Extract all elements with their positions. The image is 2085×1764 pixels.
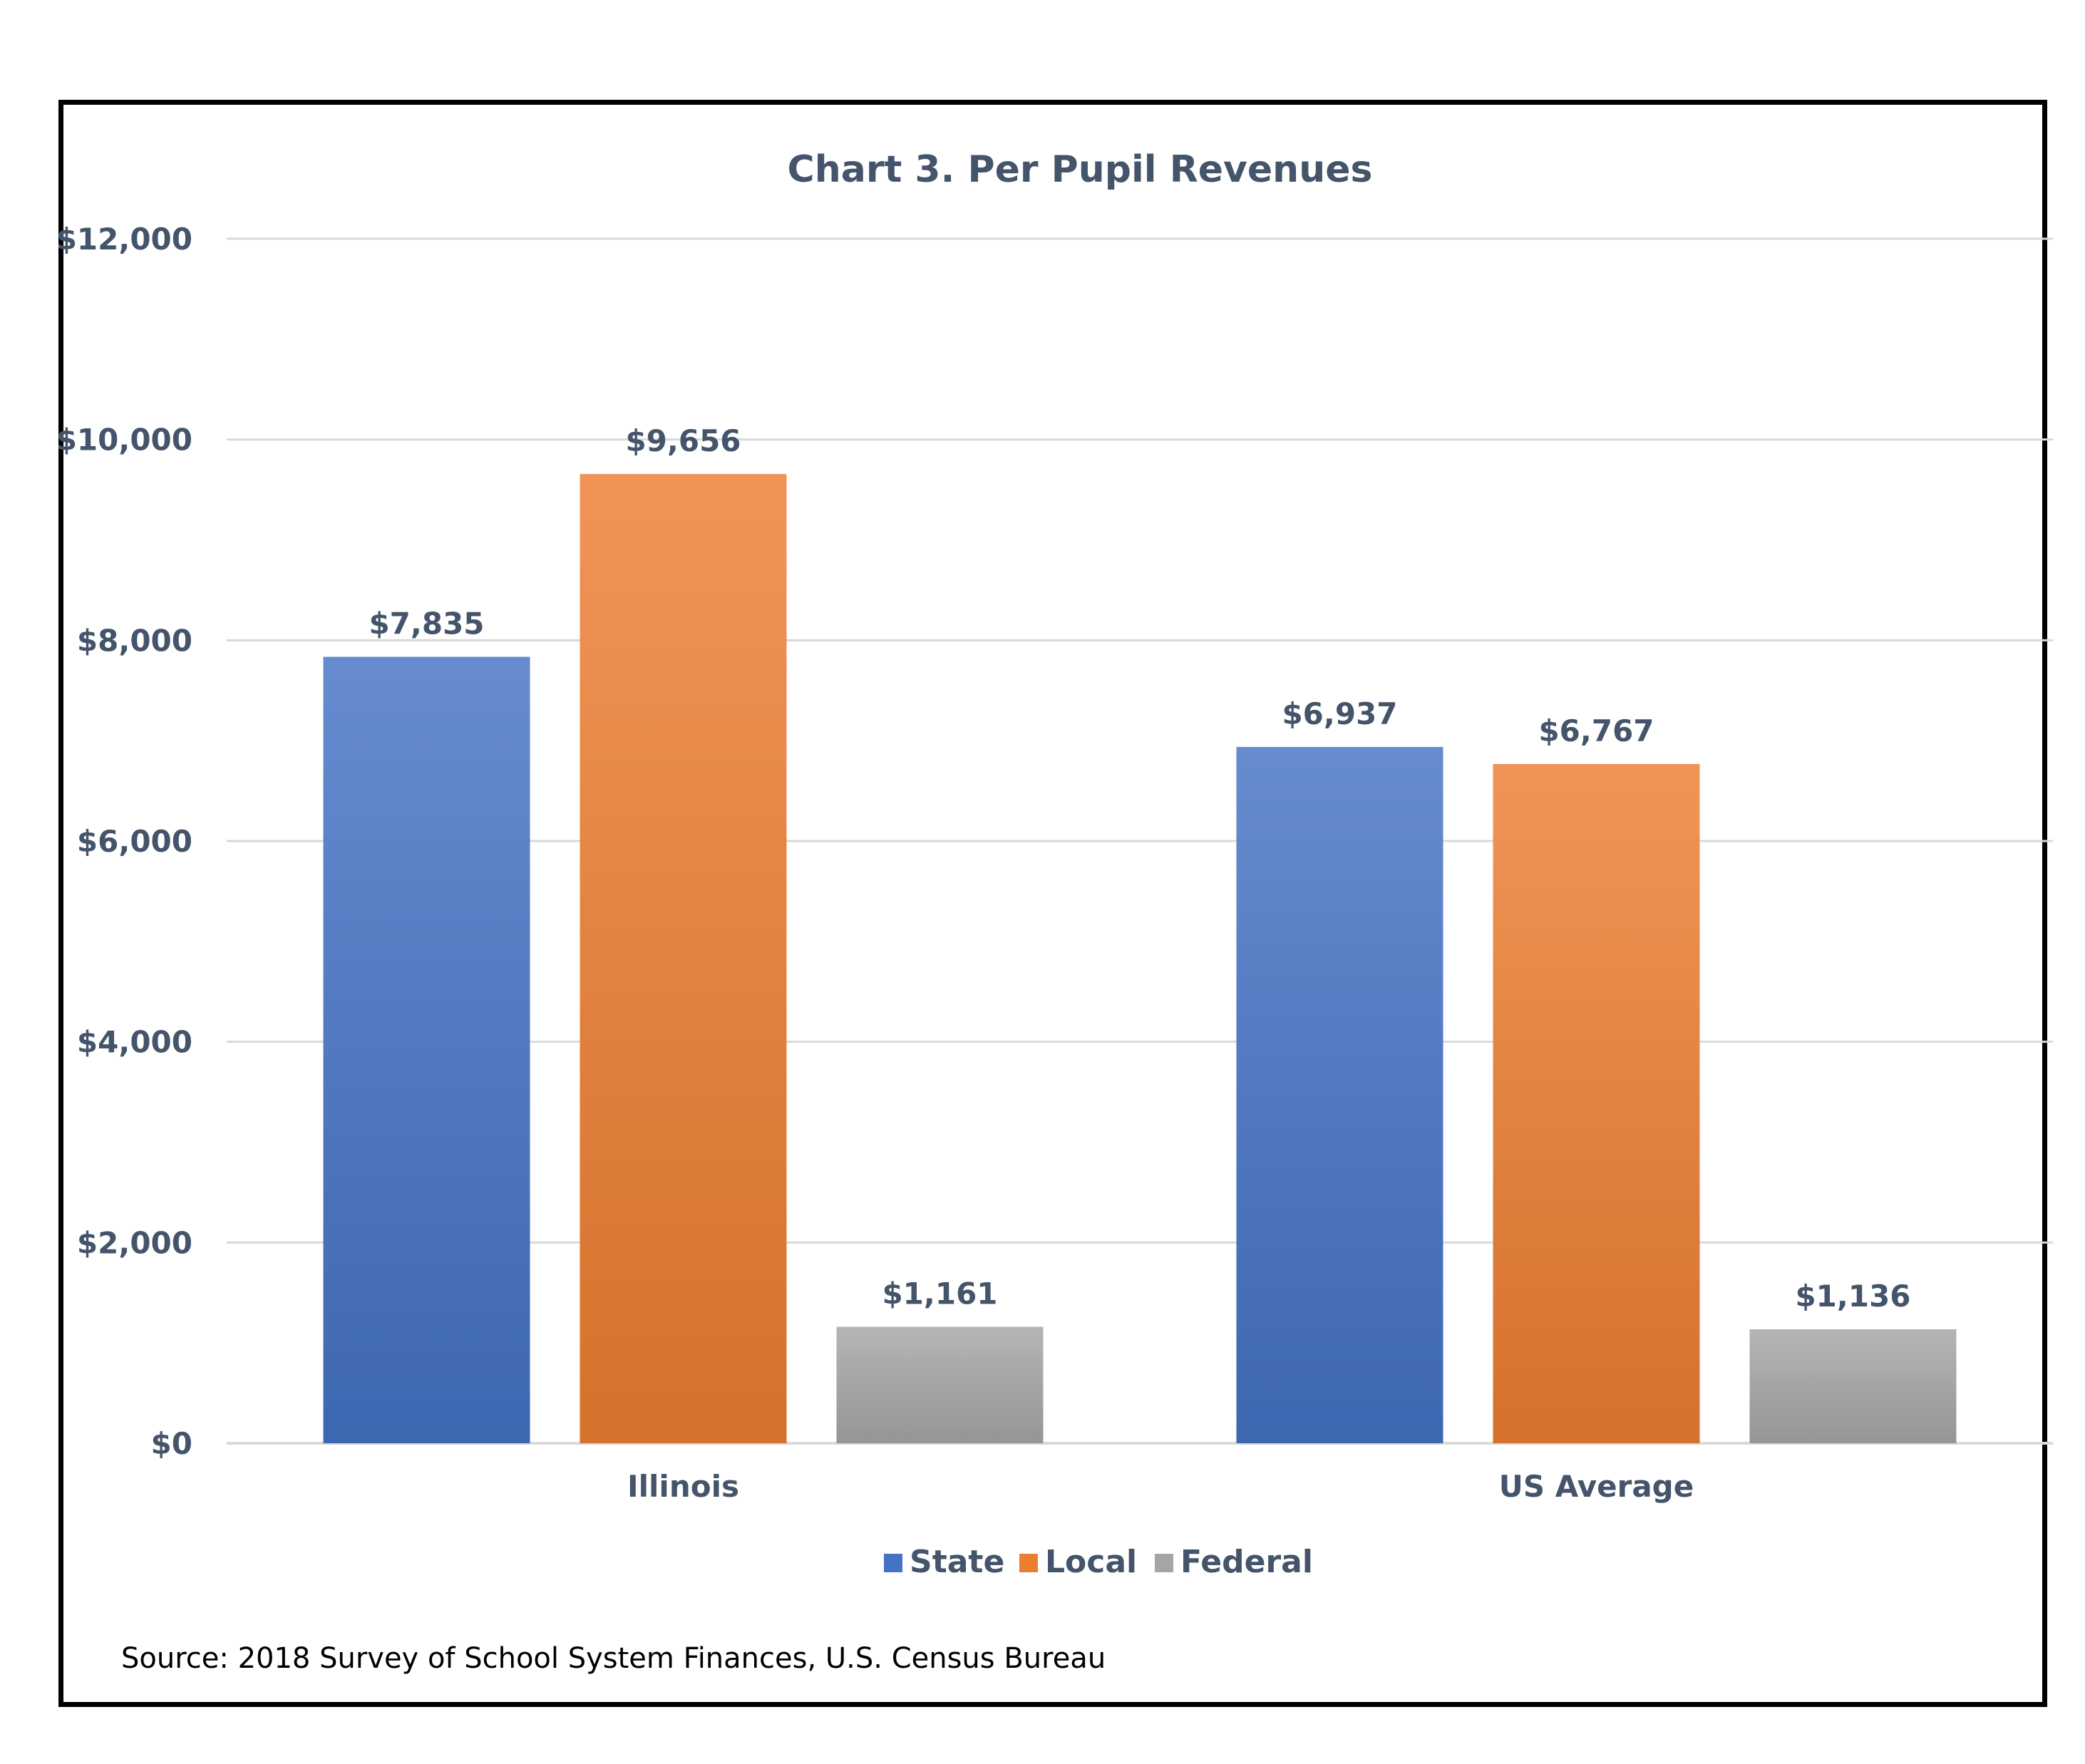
- y-axis-ticks: $0 $2,000 $4,000 $6,000 $8,000 $10,000 $12,000: [56, 222, 192, 1461]
- data-labels: $7,835 $9,656 $1,161 $6,937 $6,767 $1,136: [369, 423, 1910, 1314]
- chart-title: Chart 3. Per Pupil Revenues: [788, 148, 1373, 191]
- bar-state-1: [1236, 747, 1443, 1443]
- data-label: $9,656: [625, 423, 741, 458]
- source-note: Source: 2018 Survey of School System Fin…: [121, 1642, 1106, 1675]
- bar-state-0: [323, 656, 530, 1444]
- data-label: $6,937: [1282, 696, 1397, 731]
- data-label: $7,835: [369, 607, 484, 641]
- x-axis-categories: Illinois US Average: [627, 1469, 1694, 1504]
- bar-federal-0: [836, 1326, 1044, 1443]
- y-tick-label: $2,000: [77, 1225, 192, 1260]
- legend-swatch-state: [884, 1554, 902, 1572]
- category-label: Illinois: [627, 1469, 739, 1504]
- y-tick-label: $0: [151, 1426, 192, 1461]
- y-tick-label: $8,000: [77, 623, 192, 658]
- y-tick-label: $4,000: [77, 1025, 192, 1060]
- data-label: $6,767: [1538, 713, 1654, 748]
- legend-swatch-local: [1019, 1554, 1038, 1572]
- y-tick-label: $12,000: [56, 222, 192, 257]
- y-tick-label: $6,000: [77, 824, 192, 859]
- bar-local-1: [1493, 763, 1700, 1443]
- bars: [323, 474, 1957, 1444]
- y-tick-label: $10,000: [56, 423, 192, 458]
- bar-local-0: [580, 474, 787, 1444]
- legend-label: Local: [1045, 1544, 1137, 1580]
- gridlines: [227, 237, 2053, 1445]
- legend: State Local Federal: [884, 1544, 1313, 1580]
- legend-label: State: [910, 1544, 1004, 1580]
- data-label: $1,136: [1795, 1279, 1910, 1314]
- bar-federal-1: [1749, 1329, 1957, 1443]
- legend-label: Federal: [1180, 1544, 1313, 1580]
- data-label: $1,161: [882, 1276, 997, 1311]
- legend-swatch-federal: [1155, 1554, 1173, 1572]
- category-label: US Average: [1499, 1469, 1694, 1504]
